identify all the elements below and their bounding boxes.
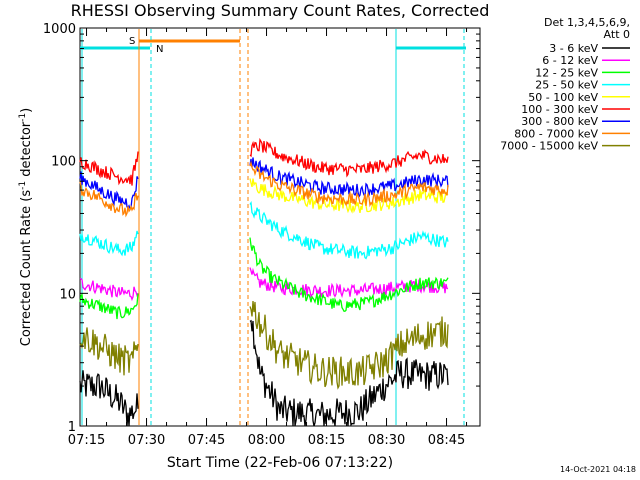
y-tick-label: 1000 xyxy=(43,22,76,37)
legend-header-line2: Att 0 xyxy=(604,28,630,41)
x-tick-label: 07:15 xyxy=(68,433,105,448)
legend-entry-label: 7000 - 15000 keV xyxy=(500,140,598,153)
x-tick-label: 08:45 xyxy=(428,433,465,448)
x-tick-label: 08:15 xyxy=(308,433,345,448)
legend-entry-label: 300 - 800 keV xyxy=(521,115,598,128)
x-axis-label: Start Time (22-Feb-06 07:13:22) xyxy=(167,455,393,471)
series-line xyxy=(249,137,449,178)
plot-frame xyxy=(79,27,481,427)
chart-title: RHESSI Observing Summary Count Rates, Co… xyxy=(71,1,490,20)
y-axis-label-sup1: -1 xyxy=(18,181,28,190)
y-axis-label-main: Corrected Count Rate (s xyxy=(19,190,34,347)
timestamp: 14-Oct-2021 04:18 xyxy=(560,465,636,474)
x-tick-label: 07:45 xyxy=(188,433,225,448)
plot-area: SN 07:15 07:30 07:45 08:00 08:15 08:30 08:45 1… xyxy=(43,22,481,448)
series-line xyxy=(249,160,449,208)
legend-entry-label: 12 - 25 keV xyxy=(535,66,598,79)
series-line xyxy=(249,200,449,260)
y-axis-label-tail: ) xyxy=(19,108,34,113)
series-line xyxy=(249,237,449,312)
y-tick-label: 100 xyxy=(51,155,76,170)
series-line xyxy=(249,178,449,214)
y-axis-label-mid: detector xyxy=(19,121,34,181)
y-axis-ticks: 1 10 100 1000 xyxy=(43,22,480,435)
x-axis-ticks: 07:15 07:30 07:45 08:00 08:15 08:30 08:45 xyxy=(68,28,468,448)
saa-marker-label: S xyxy=(129,36,135,47)
y-axis-label: Corrected Count Rate (s-1 detector-1) xyxy=(18,108,34,346)
x-tick-label: 08:00 xyxy=(248,433,285,448)
night-marker-label: N xyxy=(156,44,163,55)
y-axis-label-sup2: -1 xyxy=(18,113,28,122)
overlay-lines: SN xyxy=(80,29,466,425)
y-tick-label: 10 xyxy=(59,287,76,302)
series-line xyxy=(79,181,139,218)
series-line xyxy=(79,230,139,257)
series-line xyxy=(79,293,139,320)
x-tick-label: 08:30 xyxy=(368,433,405,448)
legend-entry-label: 3 - 6 keV xyxy=(549,42,598,55)
series-line xyxy=(79,370,139,427)
legend-entry-label: 100 - 300 keV xyxy=(521,103,598,116)
series-line xyxy=(79,327,139,376)
series-lines xyxy=(79,137,449,427)
series-line xyxy=(249,319,449,427)
series-line xyxy=(79,277,139,302)
legend-header-line1: Det 1,3,4,5,6,9, xyxy=(544,16,630,29)
legend-entry-label: 50 - 100 keV xyxy=(528,91,598,104)
y-tick-label: 1 xyxy=(68,420,76,435)
legend-entry-label: 800 - 7000 keV xyxy=(514,127,598,140)
legend-entry-label: 6 - 12 keV xyxy=(542,54,598,67)
series-line xyxy=(249,301,449,390)
legend-entry-label: 25 - 50 keV xyxy=(535,79,598,92)
series-line xyxy=(79,151,139,186)
x-tick-label: 07:30 xyxy=(128,433,165,448)
